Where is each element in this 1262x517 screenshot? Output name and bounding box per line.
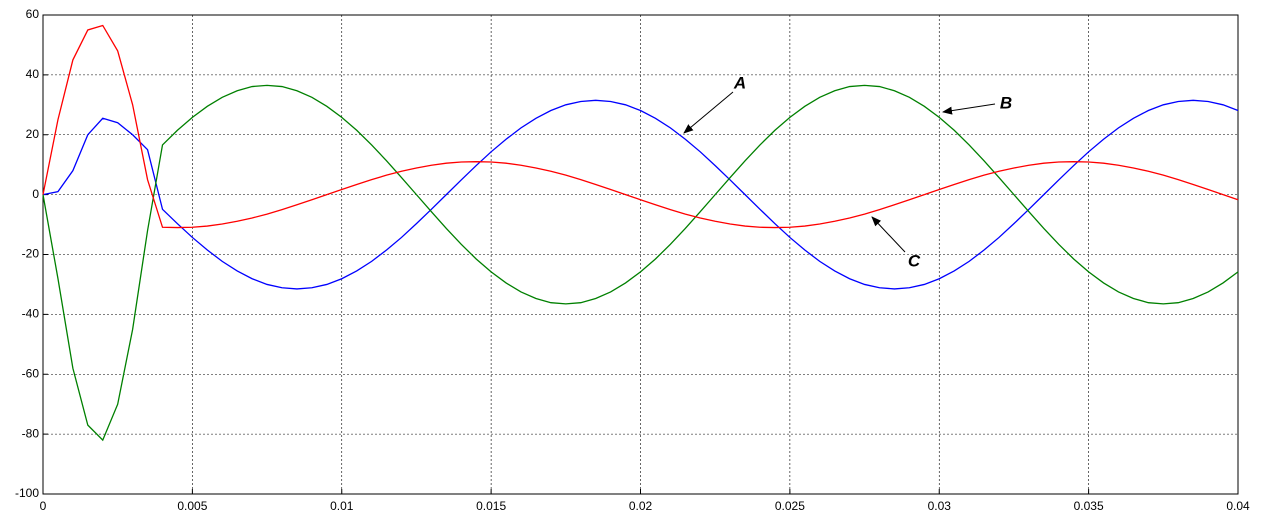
y-tick-label: -80 — [22, 426, 40, 440]
y-tick-label: 0 — [32, 187, 39, 201]
x-tick-label: 0.025 — [775, 499, 805, 513]
series-line — [42, 24, 1239, 229]
x-tick-label: 0.01 — [330, 499, 354, 513]
series-line — [42, 99, 1239, 290]
annotation: A — [733, 73, 746, 92]
x-tick-label: 0.04 — [1226, 499, 1250, 513]
y-tick-label: -40 — [22, 307, 40, 321]
y-tick-label: -100 — [15, 486, 39, 500]
y-tick-label: 60 — [26, 7, 40, 21]
x-tick-label: 0.035 — [1074, 499, 1104, 513]
annotation-arrow — [683, 91, 734, 134]
x-tick-label: 0.03 — [928, 499, 952, 513]
annotation-arrow — [942, 103, 996, 115]
annotation: B — [1000, 93, 1012, 112]
series-line — [42, 84, 1239, 442]
y-tick-label: -60 — [22, 366, 40, 380]
x-tick-label: 0.005 — [177, 499, 207, 513]
annotation: C — [908, 251, 921, 270]
y-tick-label: 40 — [26, 67, 40, 81]
plot-frame — [42, 14, 1239, 495]
x-tick-label: 0 — [40, 499, 47, 513]
y-tick-label: 20 — [26, 127, 40, 141]
annotation-arrow — [871, 216, 906, 253]
y-tick-label: -20 — [22, 247, 40, 261]
x-tick-label: 0.015 — [476, 499, 506, 513]
x-tick-label: 0.02 — [629, 499, 653, 513]
